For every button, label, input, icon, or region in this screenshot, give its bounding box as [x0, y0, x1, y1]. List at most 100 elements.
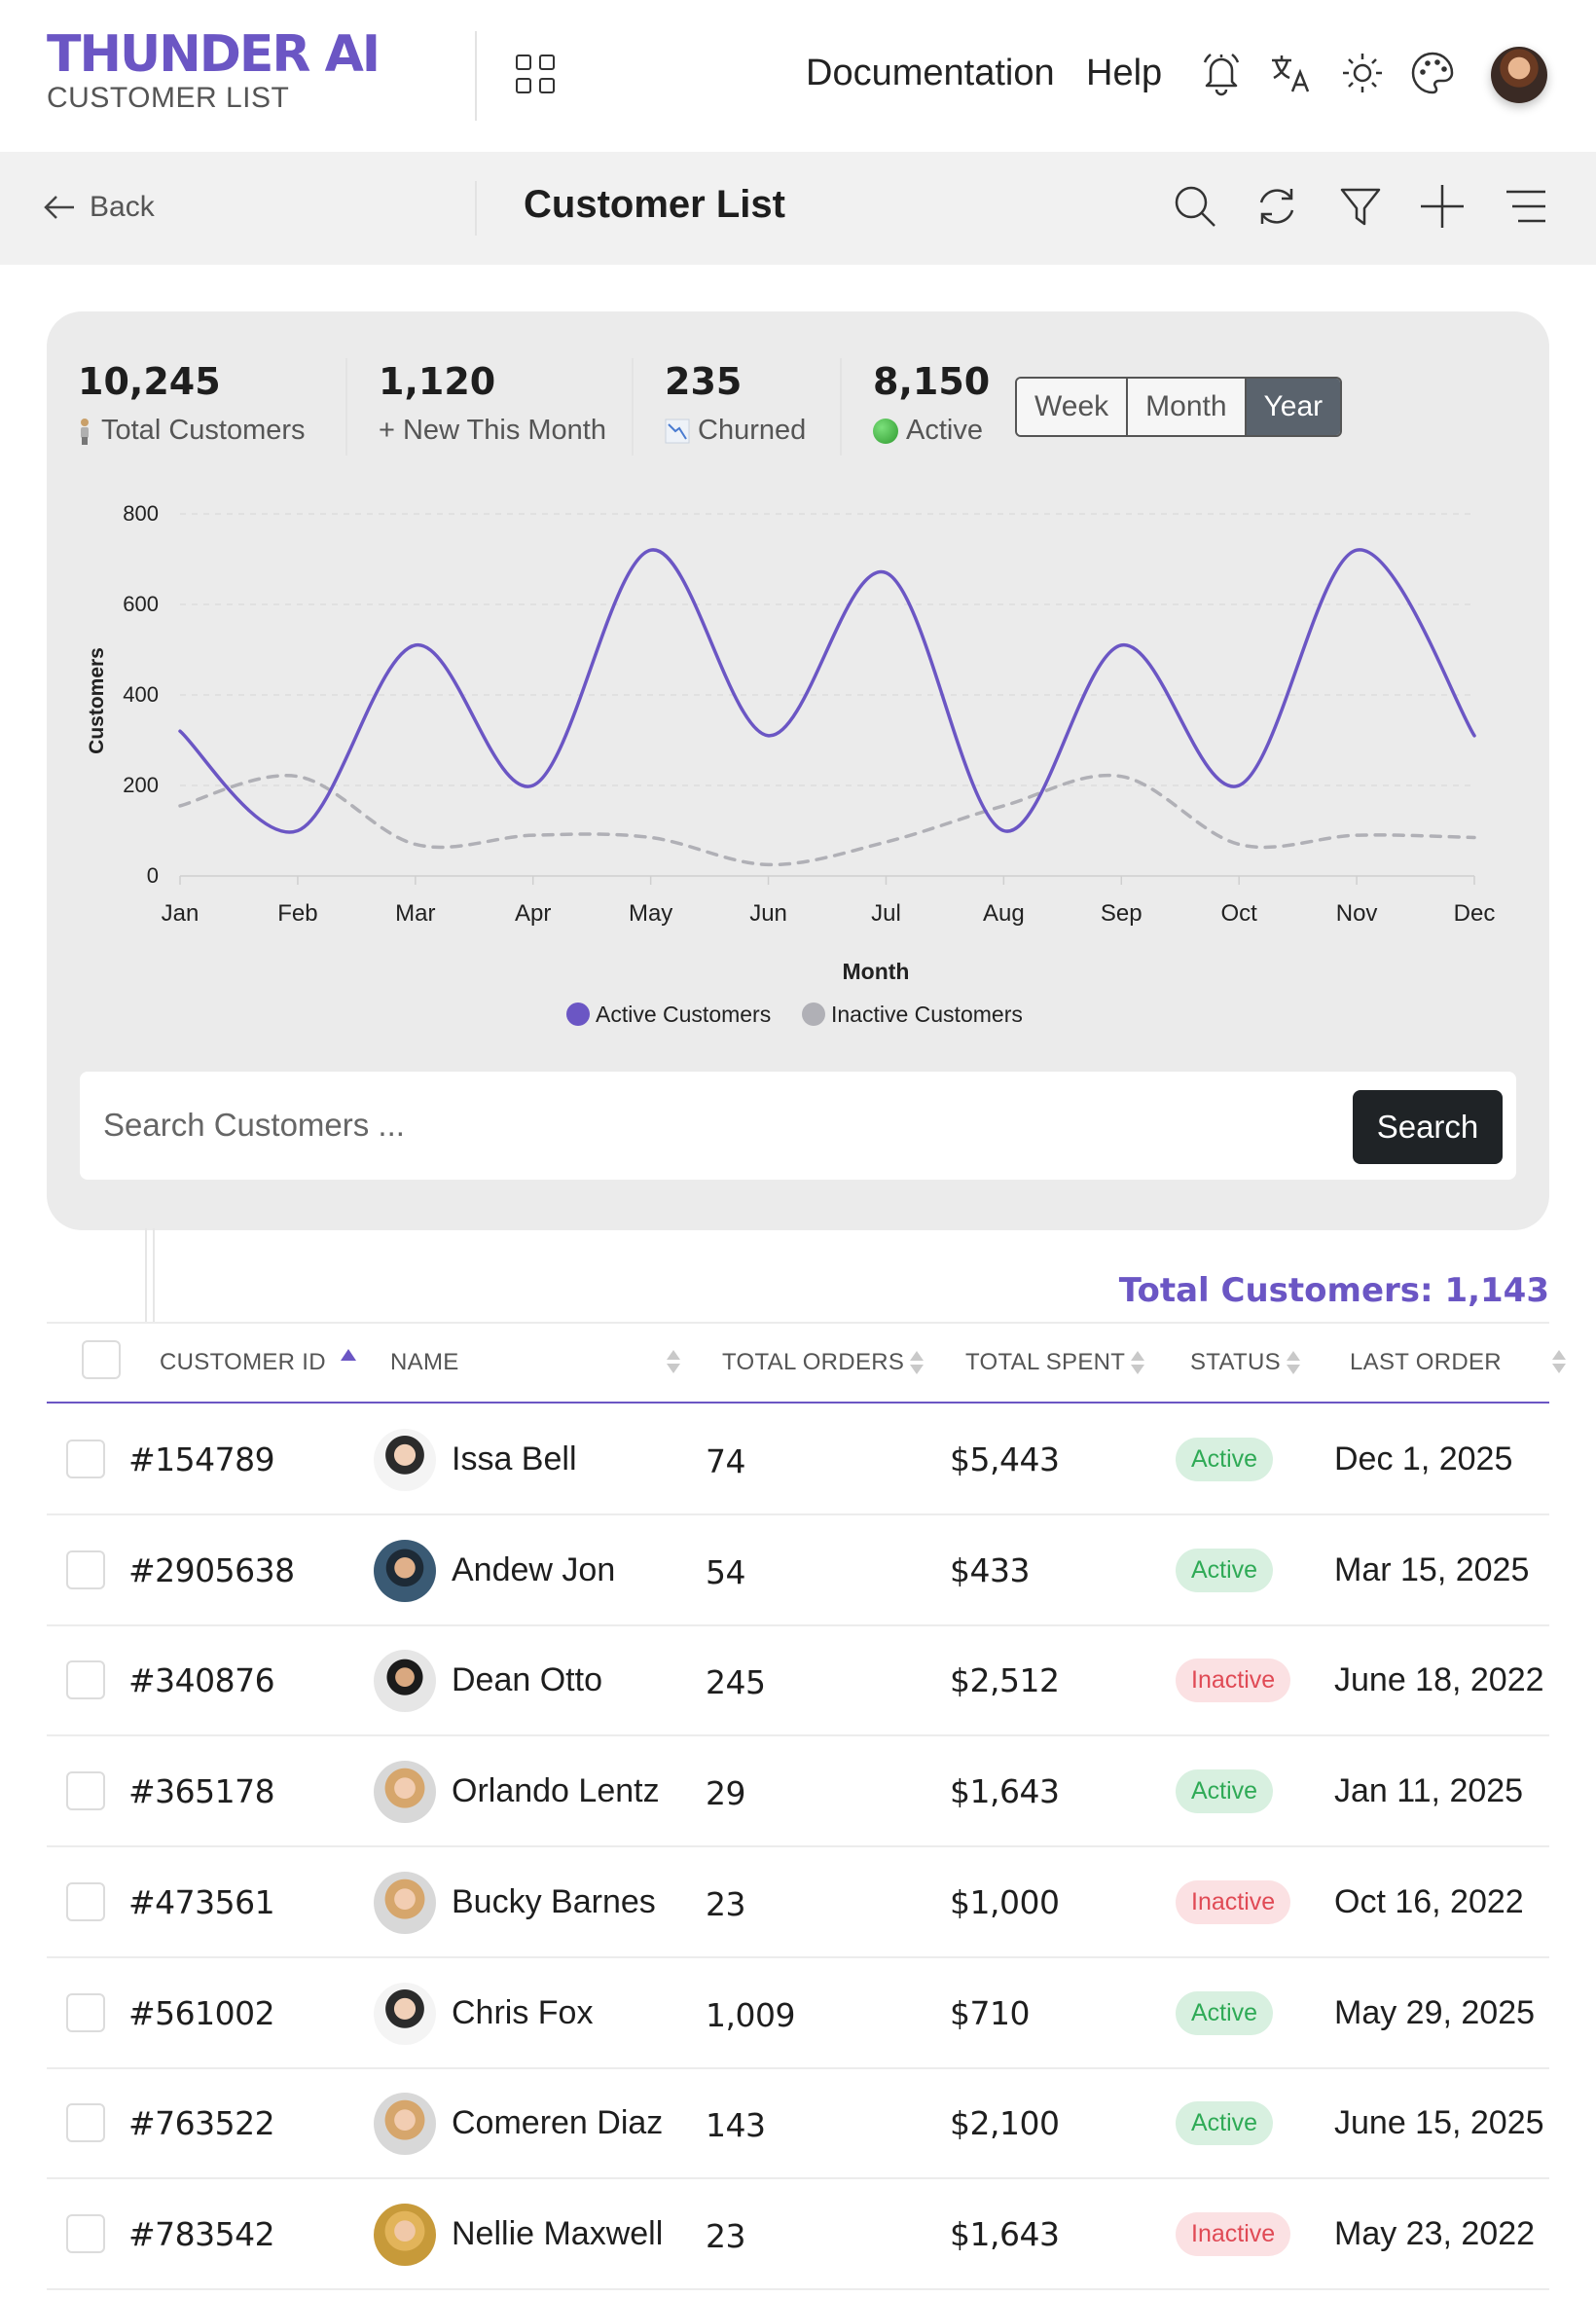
total-spent: $433: [950, 1550, 1030, 1589]
row-divider: [47, 2287, 1549, 2290]
row-checkbox[interactable]: [66, 1992, 105, 2032]
last-order-date: May 23, 2022: [1334, 2214, 1536, 2252]
stat-value: 235: [665, 360, 743, 403]
x-tick-label: Mar: [395, 900, 435, 927]
customer-avatar: [374, 2093, 436, 2156]
top-header: [0, 0, 1596, 152]
grid-icon[interactable]: [516, 55, 557, 95]
x-tick-label: Sep: [1101, 900, 1143, 927]
row-checkbox[interactable]: [66, 1440, 105, 1478]
total-spent: $1,000: [950, 1882, 1060, 1921]
customer-avatar: [374, 2203, 436, 2266]
subbar-divider: [475, 181, 477, 236]
column-resize-handle[interactable]: [153, 1228, 155, 1324]
range-tabs: Week Month Year: [1015, 377, 1343, 437]
filter-icon[interactable]: [1337, 183, 1384, 230]
page-title: Customer List: [524, 183, 785, 226]
row-checkbox[interactable]: [66, 1881, 105, 1921]
customer-name[interactable]: Bucky Barnes: [452, 1882, 656, 1920]
person-icon: [81, 418, 89, 445]
row-checkbox[interactable]: [66, 2213, 105, 2253]
column-resize-handle[interactable]: [145, 1228, 147, 1324]
last-order-date: Mar 15, 2025: [1334, 1550, 1530, 1588]
stat-label: Churned: [698, 415, 807, 446]
sort-asc-icon: [340, 1349, 356, 1361]
sun-icon[interactable]: [1338, 49, 1387, 97]
x-tick-label: Jan: [162, 900, 200, 927]
customer-name[interactable]: Andew Jon: [452, 1550, 616, 1588]
y-axis-label: Customers: [86, 647, 108, 754]
search-button[interactable]: Search: [1353, 1090, 1503, 1164]
total-orders: 54: [706, 1552, 746, 1591]
y-tick-label: 800: [123, 501, 159, 526]
row-checkbox[interactable]: [66, 1660, 105, 1700]
column-header-total-spent[interactable]: TOTAL SPENT: [965, 1349, 1145, 1376]
sort-icon: [1131, 1350, 1145, 1376]
status-badge: Active: [1176, 1990, 1274, 2035]
column-header-total-orders[interactable]: TOTAL ORDERS: [722, 1349, 925, 1376]
total-orders: 1,009: [706, 1995, 795, 2034]
user-avatar[interactable]: [1491, 47, 1547, 103]
add-icon[interactable]: [1419, 183, 1466, 230]
tab-year[interactable]: Year: [1246, 379, 1341, 435]
back-button[interactable]: Back: [43, 191, 155, 224]
customer-name[interactable]: Nellie Maxwell: [452, 2214, 664, 2252]
total-spent: $2,100: [950, 2104, 1060, 2143]
refresh-icon[interactable]: [1253, 183, 1300, 230]
status-badge: Inactive: [1176, 2211, 1291, 2256]
customer-avatar: [374, 1429, 436, 1491]
row-checkbox[interactable]: [66, 1550, 105, 1589]
customer-name[interactable]: Chris Fox: [452, 1993, 594, 2031]
status-badge: Active: [1176, 1438, 1274, 1481]
customer-name[interactable]: Issa Bell: [452, 1440, 577, 1477]
legend-inactive-customers[interactable]: Inactive Customers: [831, 1002, 1023, 1027]
customer-id: #473561: [128, 1882, 275, 1921]
status-badge: Inactive: [1176, 1879, 1291, 1924]
stat-label: Active: [906, 415, 983, 446]
sort-icon[interactable]: [1552, 1350, 1567, 1375]
logo[interactable]: THUNDER AI: [47, 25, 381, 84]
column-header-status[interactable]: STATUS: [1190, 1349, 1300, 1376]
nav-documentation[interactable]: Documentation: [806, 53, 1055, 93]
column-header-last-order[interactable]: LAST ORDER: [1350, 1349, 1502, 1375]
stat-active: 8,150 Active: [873, 360, 990, 447]
row-divider: [47, 1955, 1549, 1958]
column-header-name[interactable]: NAME: [390, 1349, 459, 1375]
menu-icon[interactable]: [1503, 183, 1549, 230]
stat-divider: [345, 358, 347, 456]
tab-month[interactable]: Month: [1128, 379, 1247, 435]
search-input[interactable]: [103, 1101, 1174, 1149]
bell-icon[interactable]: [1197, 49, 1246, 97]
x-tick-label: Oct: [1221, 900, 1258, 927]
select-all-checkbox[interactable]: [82, 1340, 121, 1379]
stat-new-this-month: 1,120 + New This Month: [379, 360, 606, 447]
row-divider: [47, 1513, 1549, 1515]
stat-value: 8,150: [873, 360, 991, 403]
customer-avatar: [374, 1982, 436, 2045]
customer-name[interactable]: Orlando Lentz: [452, 1772, 660, 1810]
last-order-date: May 29, 2025: [1334, 1993, 1536, 2031]
legend-active-customers[interactable]: Active Customers: [596, 1002, 771, 1027]
total-customers-count: Total Customers: 1,143: [1118, 1271, 1549, 1310]
palette-icon[interactable]: [1408, 49, 1457, 97]
stat-label: Total Customers: [101, 415, 306, 446]
sort-icon[interactable]: [667, 1350, 680, 1375]
column-label: TOTAL SPENT: [965, 1349, 1126, 1375]
chart-down-icon: [665, 419, 690, 443]
last-order-date: Jan 11, 2025: [1334, 1772, 1524, 1810]
search-icon[interactable]: [1172, 183, 1218, 230]
row-divider: [47, 1845, 1549, 1848]
y-tick-label: 200: [123, 773, 159, 797]
tab-week[interactable]: Week: [1017, 379, 1129, 435]
customer-avatar: [374, 1539, 436, 1602]
nav-help[interactable]: Help: [1086, 53, 1163, 93]
column-header-customer-id[interactable]: CUSTOMER ID: [160, 1349, 356, 1376]
row-checkbox[interactable]: [66, 2103, 105, 2143]
x-tick-label: Dec: [1454, 900, 1496, 927]
row-checkbox[interactable]: [66, 1771, 105, 1811]
translate-icon[interactable]: [1267, 49, 1316, 97]
customer-id: #154789: [128, 1440, 275, 1478]
customer-name[interactable]: Comeren Diaz: [452, 2104, 664, 2142]
customer-name[interactable]: Dean Otto: [452, 1661, 602, 1699]
row-divider: [47, 2066, 1549, 2069]
